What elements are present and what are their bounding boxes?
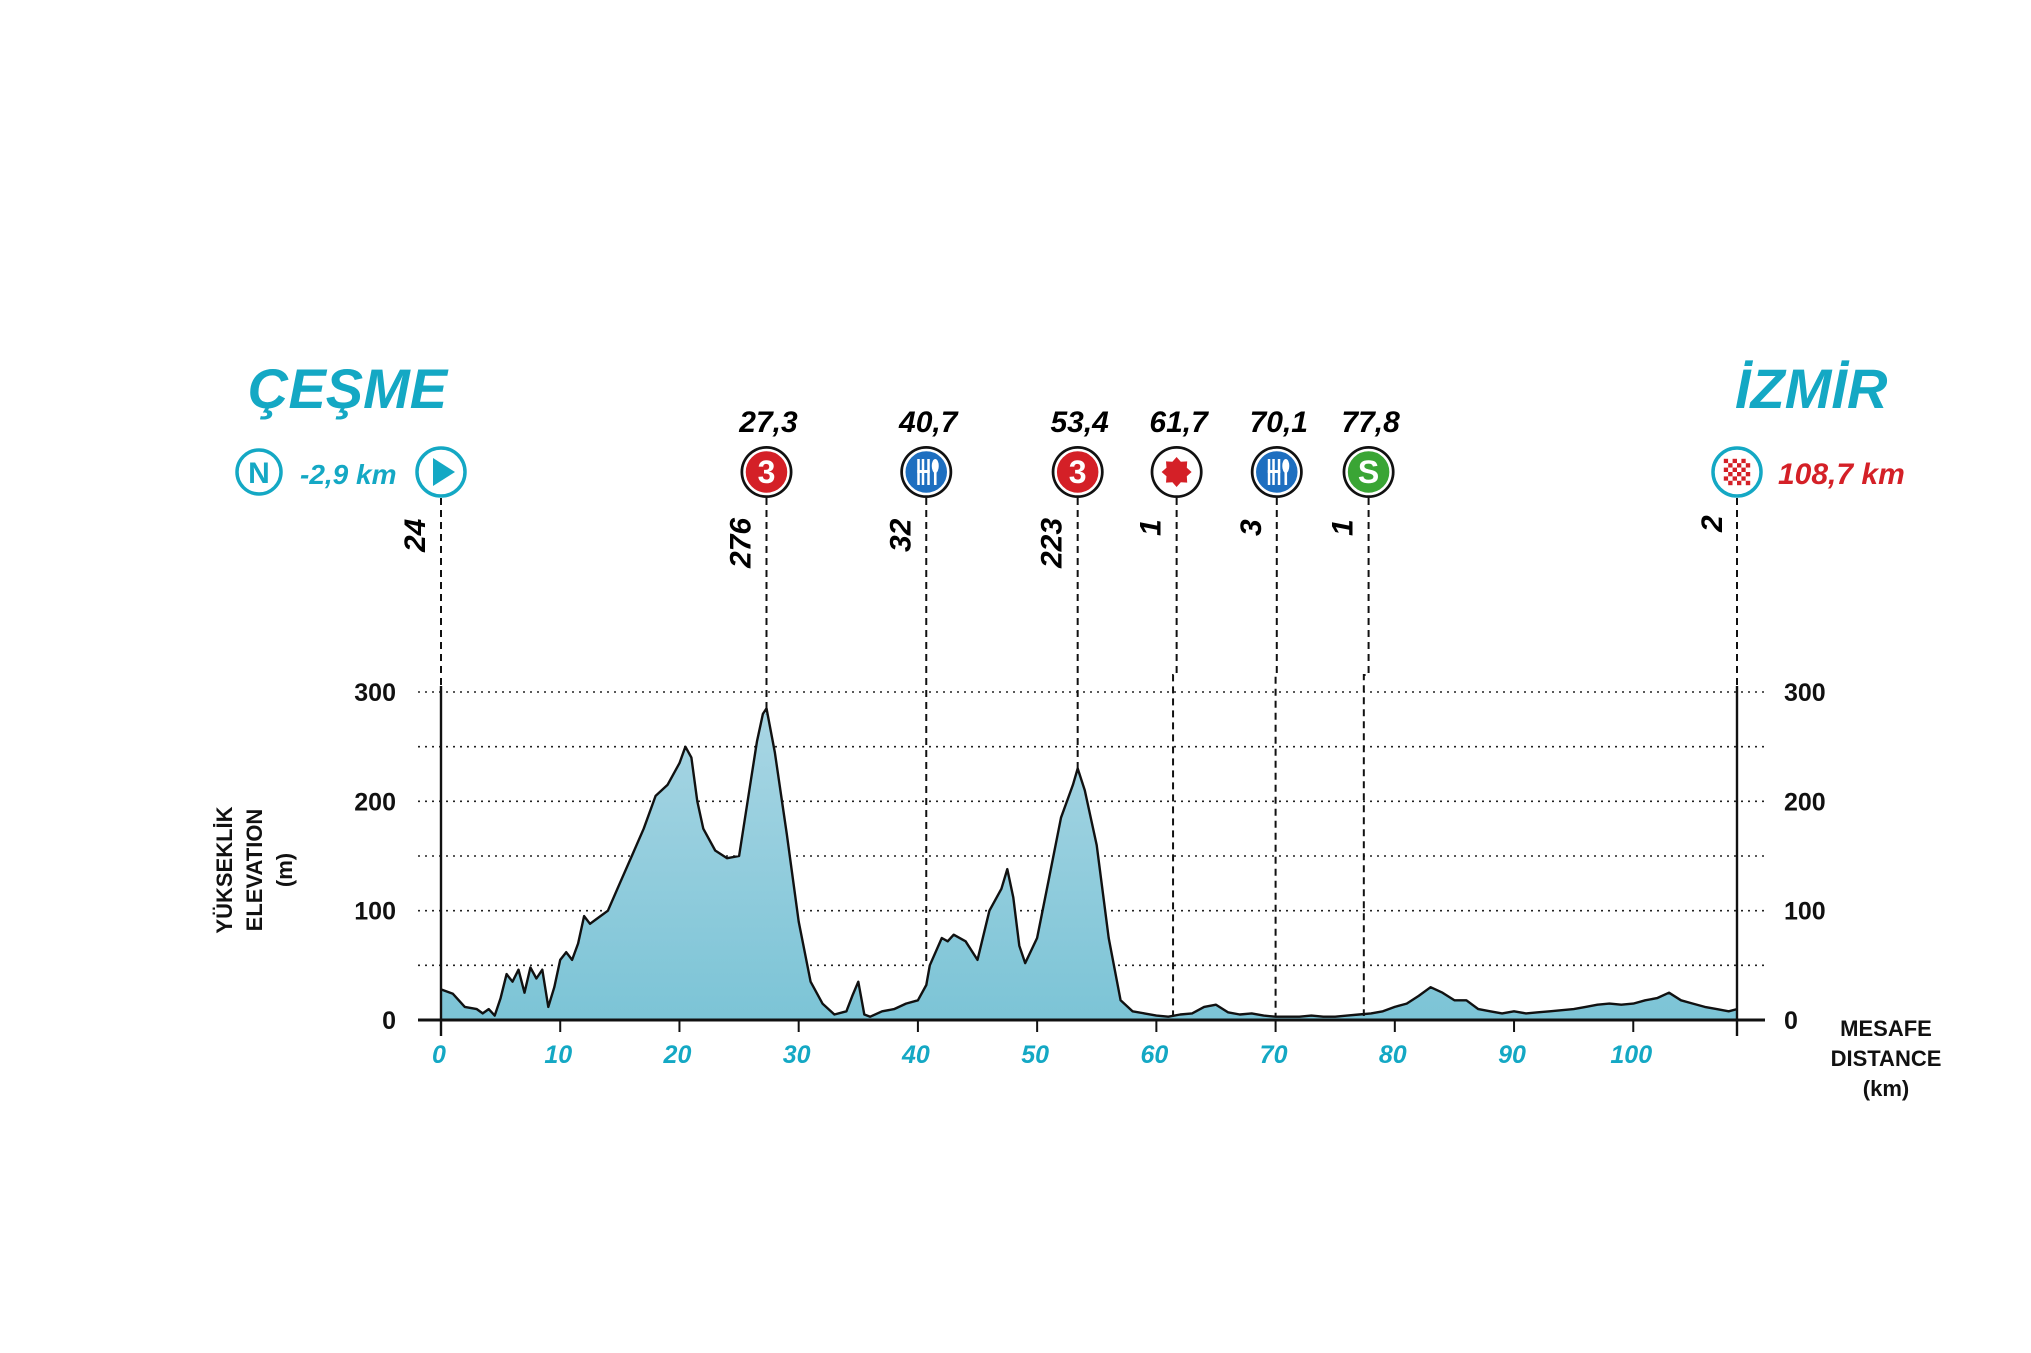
y-tick-right-200: 200 (1784, 788, 1826, 816)
marker-km-label: 53,4 (1050, 406, 1109, 439)
x-tick-100: 100 (1610, 1041, 1652, 1069)
x-tick-10: 10 (544, 1041, 572, 1069)
y-axis-title: YÜKSEKLİK ELEVATION (m) (212, 806, 297, 933)
marker-km-label: 61,7 (1149, 406, 1209, 439)
bonus-sprint-icon (1150, 446, 1203, 498)
feed-zone-icon (1250, 446, 1303, 498)
y-axis-title-line2: ELEVATION (242, 809, 267, 932)
feed-zone-icon (900, 446, 953, 498)
climb-cat3-icon: 3 (1051, 446, 1104, 498)
marker-km-label: 77,8 (1341, 406, 1400, 439)
x-tick-40: 40 (901, 1041, 930, 1069)
y-tick-left-0: 0 (382, 1007, 396, 1035)
climb-cat3-icon: 3 (740, 446, 793, 498)
marker-leader-lines (440, 498, 1738, 686)
x-tick-50: 50 (1021, 1041, 1049, 1069)
marker-badge-text: 3 (1069, 454, 1087, 490)
marker-leader-line (1362, 498, 1370, 1016)
neutral-distance: -2,9 km (300, 459, 397, 490)
elevation-area (441, 708, 1737, 1020)
marker-altitude: 1 (1135, 519, 1168, 536)
marker-altitude: 276 (724, 518, 757, 569)
x-tick-labels: 0 10 20 30 40 50 60 70 80 90 100 (432, 1020, 1652, 1069)
x-axis-title-line3: (km) (1863, 1076, 1909, 1101)
y-axis-title-line3: (m) (272, 853, 297, 887)
marker-leader-line (1172, 498, 1178, 1016)
x-axis-title: MESAFE DISTANCE (km) (1831, 1016, 1942, 1101)
x-tick-60: 60 (1140, 1041, 1168, 1069)
x-tick-20: 20 (663, 1041, 692, 1069)
x-tick-30: 30 (783, 1041, 811, 1069)
finish-distance: 108,7 km (1778, 458, 1905, 491)
marker-km-label: 70,1 (1250, 406, 1308, 439)
y-tick-left-100: 100 (354, 898, 396, 926)
x-tick-0: 0 (432, 1041, 446, 1069)
sprint-icon: S (1342, 446, 1395, 498)
neutral-badge-letter: N (248, 457, 270, 490)
start-city: ÇEŞME (248, 357, 449, 420)
marker-badge-text: 3 (758, 454, 776, 490)
marker-altitude: 1 (1327, 519, 1360, 536)
x-tick-70: 70 (1260, 1041, 1288, 1069)
marker-altitude: 32 (884, 518, 917, 552)
x-axis-title-line2: DISTANCE (1831, 1046, 1942, 1071)
marker-altitude: 3 (1235, 519, 1268, 536)
y-tick-right-300: 300 (1784, 679, 1826, 707)
finish-altitude: 2 (1696, 515, 1729, 533)
elevation-line (440, 707, 1738, 1018)
x-tick-80: 80 (1379, 1041, 1407, 1069)
marker-bonus-sprint-3: 61,71 (1135, 406, 1209, 1016)
finish-city: İZMİR (1735, 357, 1888, 420)
start-altitude: 24 (399, 518, 432, 553)
x-axis-title-line1: MESAFE (1840, 1016, 1932, 1041)
marker-leader-line (1274, 498, 1278, 1016)
marker-km-label: 40,7 (898, 406, 959, 439)
y-tick-right-0: 0 (1784, 1007, 1798, 1035)
y-tick-left-200: 200 (354, 788, 396, 816)
marker-km-label: 27,3 (738, 406, 798, 439)
marker-badge-text: S (1358, 454, 1379, 490)
marker-feed-zone-4: 70,13 (1235, 406, 1308, 1016)
marker-feed-zone-1: 40,7 32 (884, 406, 959, 962)
finish-flag-icon (1711, 446, 1763, 498)
x-tick-90: 90 (1498, 1041, 1526, 1069)
marker-sprint-5: 77,8 S 1 (1327, 406, 1400, 1016)
marker-altitude: 223 (1036, 518, 1069, 569)
y-tick-labels: 0 0 100 100 200 200 300 300 (354, 679, 1825, 1035)
y-tick-left-300: 300 (354, 679, 396, 707)
y-axis-title-line1: YÜKSEKLİK (212, 806, 237, 933)
neutral-badge: N (235, 448, 283, 496)
y-tick-right-100: 100 (1784, 898, 1826, 926)
start-flag-icon (415, 446, 467, 498)
